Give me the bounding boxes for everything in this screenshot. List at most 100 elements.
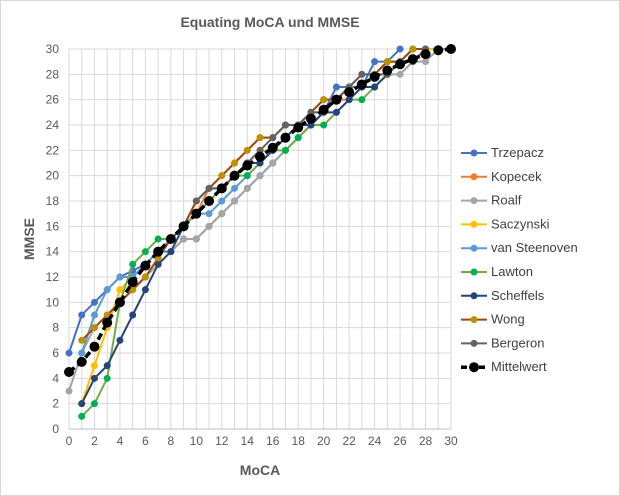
data-point-trzepacz bbox=[371, 58, 379, 66]
legend-label-bergeron: Bergeron bbox=[491, 335, 544, 350]
legend-label-lawton: Lawton bbox=[491, 264, 533, 279]
data-point-van-steenoven bbox=[103, 286, 111, 294]
data-point-mittelwert bbox=[433, 45, 444, 56]
y-tick-label: 24 bbox=[46, 118, 60, 132]
y-tick-label: 16 bbox=[46, 219, 60, 233]
legend-label-scheffels: Scheffels bbox=[491, 288, 545, 303]
data-point-lawton bbox=[141, 248, 149, 256]
data-point-trzepacz bbox=[65, 349, 73, 357]
data-point-mittelwert bbox=[318, 104, 329, 115]
data-point-wong bbox=[409, 45, 417, 53]
data-point-wong bbox=[383, 58, 391, 66]
y-tick-label: 6 bbox=[52, 346, 59, 360]
legend-label-kopecek: Kopecek bbox=[491, 169, 542, 184]
data-point-roalf bbox=[256, 172, 264, 180]
y-tick-label: 0 bbox=[52, 422, 59, 436]
legend-marker-van-steenoven bbox=[470, 244, 478, 252]
data-point-mittelwert bbox=[255, 151, 265, 162]
data-point-bergeron bbox=[269, 134, 277, 142]
y-tick-label: 18 bbox=[46, 194, 60, 208]
x-tick-label: 20 bbox=[317, 434, 331, 448]
data-point-saczynski bbox=[116, 286, 124, 294]
x-axis-label: MoCA bbox=[240, 462, 280, 478]
data-point-mittelwert bbox=[446, 44, 456, 54]
data-point-lawton bbox=[243, 172, 251, 180]
data-point-scheffels bbox=[116, 336, 124, 344]
series-line-wong bbox=[81, 48, 426, 342]
data-point-van-steenoven bbox=[218, 197, 226, 205]
legend-marker-saczynski bbox=[470, 220, 478, 228]
y-tick-label: 12 bbox=[46, 270, 60, 284]
data-point-mittelwert bbox=[280, 132, 291, 143]
legend-marker-lawton bbox=[470, 268, 478, 276]
data-point-mittelwert bbox=[369, 71, 380, 82]
data-point-scheffels bbox=[345, 96, 353, 104]
legend-label-saczynski: Saczynski bbox=[491, 216, 550, 231]
data-point-mittelwert bbox=[204, 196, 215, 206]
chart-title: Equating MoCA und MMSE bbox=[180, 14, 359, 30]
data-point-mittelwert bbox=[127, 277, 138, 288]
x-tick-label: 12 bbox=[215, 434, 229, 448]
legend-label-wong: Wong bbox=[491, 312, 525, 327]
data-point-roalf bbox=[422, 58, 430, 66]
y-tick-label: 8 bbox=[52, 321, 59, 335]
y-axis-label: MMSE bbox=[21, 218, 37, 260]
x-tick-label: 18 bbox=[292, 434, 306, 448]
y-tick-label: 10 bbox=[46, 295, 60, 309]
data-point-bergeron bbox=[192, 197, 200, 205]
series-line-lawton bbox=[81, 60, 401, 418]
data-point-roalf bbox=[205, 222, 213, 230]
data-point-mittelwert bbox=[293, 122, 304, 133]
data-point-lawton bbox=[154, 235, 162, 243]
data-point-bergeron bbox=[358, 70, 366, 78]
data-point-van-steenoven bbox=[231, 184, 239, 192]
x-tick-label: 28 bbox=[419, 434, 433, 448]
x-tick-label: 24 bbox=[368, 434, 382, 448]
data-point-mittelwert bbox=[344, 87, 355, 98]
series-line-kopecek bbox=[131, 48, 426, 291]
data-point-mittelwert bbox=[114, 297, 125, 308]
data-point-wong bbox=[90, 324, 98, 332]
data-point-trzepacz bbox=[396, 45, 404, 53]
data-point-scheffels bbox=[154, 260, 162, 268]
data-point-trzepacz bbox=[90, 298, 98, 306]
data-point-mittelwert bbox=[356, 79, 367, 90]
x-tick-label: 2 bbox=[91, 434, 98, 448]
x-tick-label: 10 bbox=[190, 434, 204, 448]
data-point-wong bbox=[231, 159, 239, 167]
data-point-saczynski bbox=[90, 362, 98, 370]
data-point-van-steenoven bbox=[205, 210, 213, 218]
legend-marker-bergeron bbox=[470, 339, 478, 347]
data-point-mittelwert bbox=[305, 113, 316, 124]
data-point-lawton bbox=[294, 134, 302, 142]
legend-label-trzepacz: Trzepacz bbox=[491, 145, 544, 160]
x-tick-label: 0 bbox=[66, 434, 73, 448]
data-point-mittelwert bbox=[267, 142, 278, 153]
data-point-roalf bbox=[243, 184, 251, 192]
data-point-roalf bbox=[396, 70, 404, 78]
data-point-mittelwert bbox=[331, 94, 342, 105]
data-point-lawton bbox=[78, 412, 86, 420]
x-tick-label: 30 bbox=[444, 434, 458, 448]
data-point-mittelwert bbox=[242, 160, 253, 171]
y-tick-label: 30 bbox=[46, 42, 60, 56]
x-tick-label: 16 bbox=[266, 434, 280, 448]
y-tick-label: 4 bbox=[52, 371, 59, 385]
data-point-scheffels bbox=[371, 83, 379, 91]
data-point-lawton bbox=[320, 121, 328, 129]
data-point-wong bbox=[218, 172, 226, 180]
data-point-scheffels bbox=[90, 374, 98, 382]
x-tick-label: 14 bbox=[241, 434, 255, 448]
y-tick-label: 14 bbox=[46, 245, 60, 259]
x-tick-label: 26 bbox=[393, 434, 407, 448]
legend-marker-scheffels bbox=[470, 292, 478, 300]
data-point-bergeron bbox=[281, 121, 289, 129]
y-tick-label: 22 bbox=[46, 143, 60, 157]
data-point-scheffels bbox=[78, 400, 86, 408]
x-tick-label: 6 bbox=[142, 434, 149, 448]
y-tick-label: 20 bbox=[46, 169, 60, 183]
data-point-mittelwert bbox=[420, 49, 431, 60]
data-point-roalf bbox=[65, 387, 73, 395]
